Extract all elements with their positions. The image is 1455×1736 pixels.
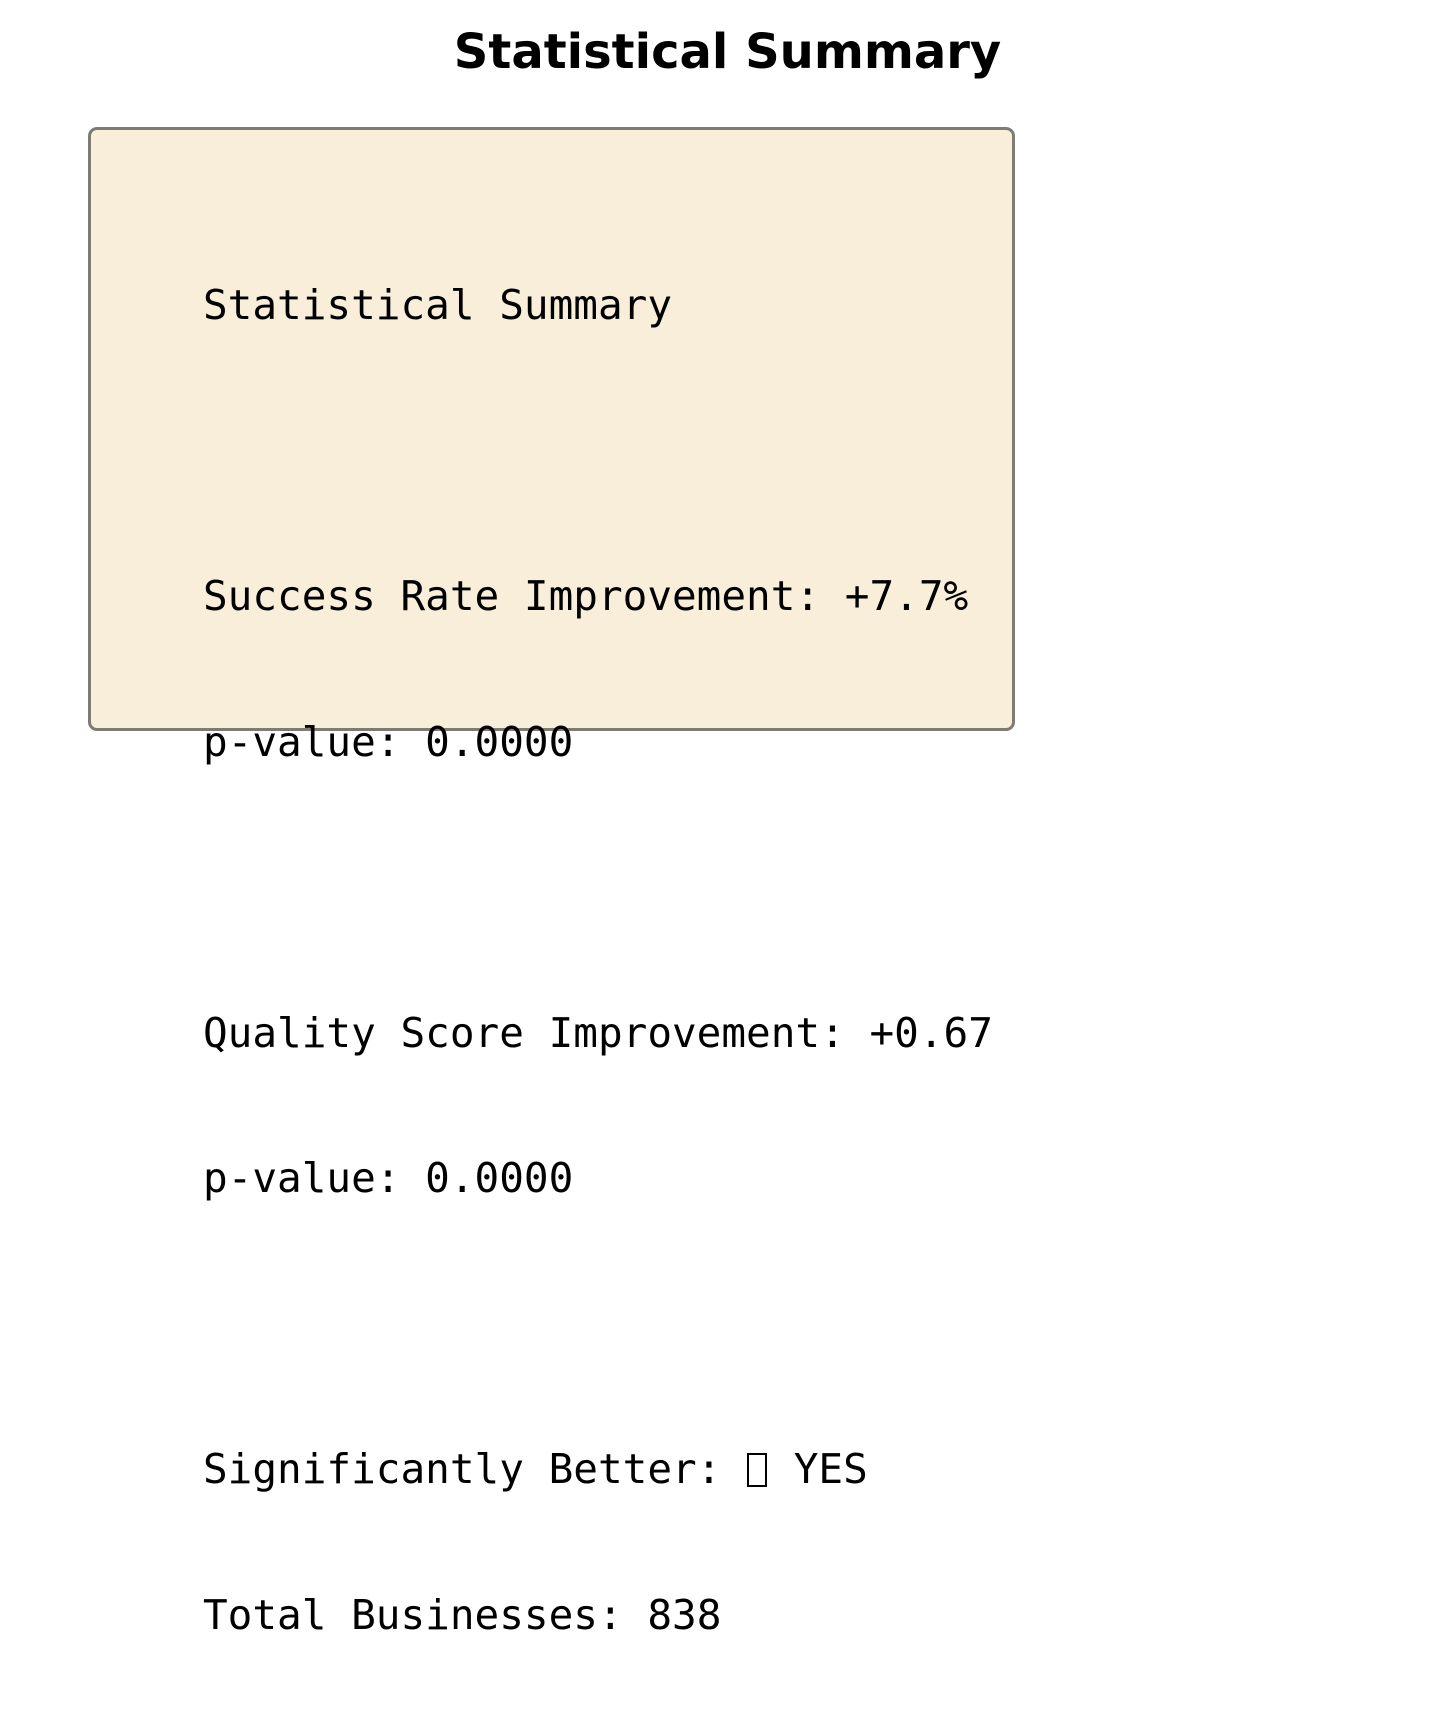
significance-label: Significantly Better: [203, 1445, 722, 1493]
blank-line [203, 1300, 993, 1349]
summary-box: Statistical Summary Success Rate Improve… [88, 127, 1015, 1639]
quality-score-p-label: p-value: [203, 1154, 401, 1202]
success-rate-p-value: 0.0000 [425, 717, 574, 766]
blank-line [203, 427, 993, 476]
summary-text: Statistical Summary Success Rate Improve… [203, 184, 993, 1736]
figure-title: Statistical Summary [453, 24, 1002, 80]
summary-heading: Statistical Summary [203, 281, 672, 329]
significance-row: Significantly Better: YES [203, 1445, 993, 1494]
quality-score-row: Quality Score Improvement: +0.67 [203, 1009, 993, 1058]
significance-value: YES [793, 1445, 868, 1493]
success-rate-label: Success Rate Improvement: [203, 572, 821, 620]
quality-score-p-row: p-value: 0.0000 [203, 1154, 993, 1203]
quality-score-p-value: 0.0000 [425, 1154, 574, 1202]
success-rate-value: +7.7% [844, 572, 969, 620]
quality-score-label: Quality Score Improvement: [203, 1008, 845, 1057]
success-rate-row: Success Rate Improvement: +7.7% [203, 572, 993, 621]
success-rate-p-row: p-value: 0.0000 [203, 718, 993, 767]
total-businesses-label: Total Businesses: [203, 1590, 623, 1639]
total-businesses-row: Total Businesses: 838 [203, 1591, 993, 1640]
check-box-icon [747, 1453, 768, 1487]
quality-score-value: +0.67 [869, 1008, 993, 1057]
blank-line [203, 863, 993, 912]
success-rate-p-label: p-value: [203, 717, 401, 766]
total-businesses-value: 838 [647, 1590, 722, 1639]
